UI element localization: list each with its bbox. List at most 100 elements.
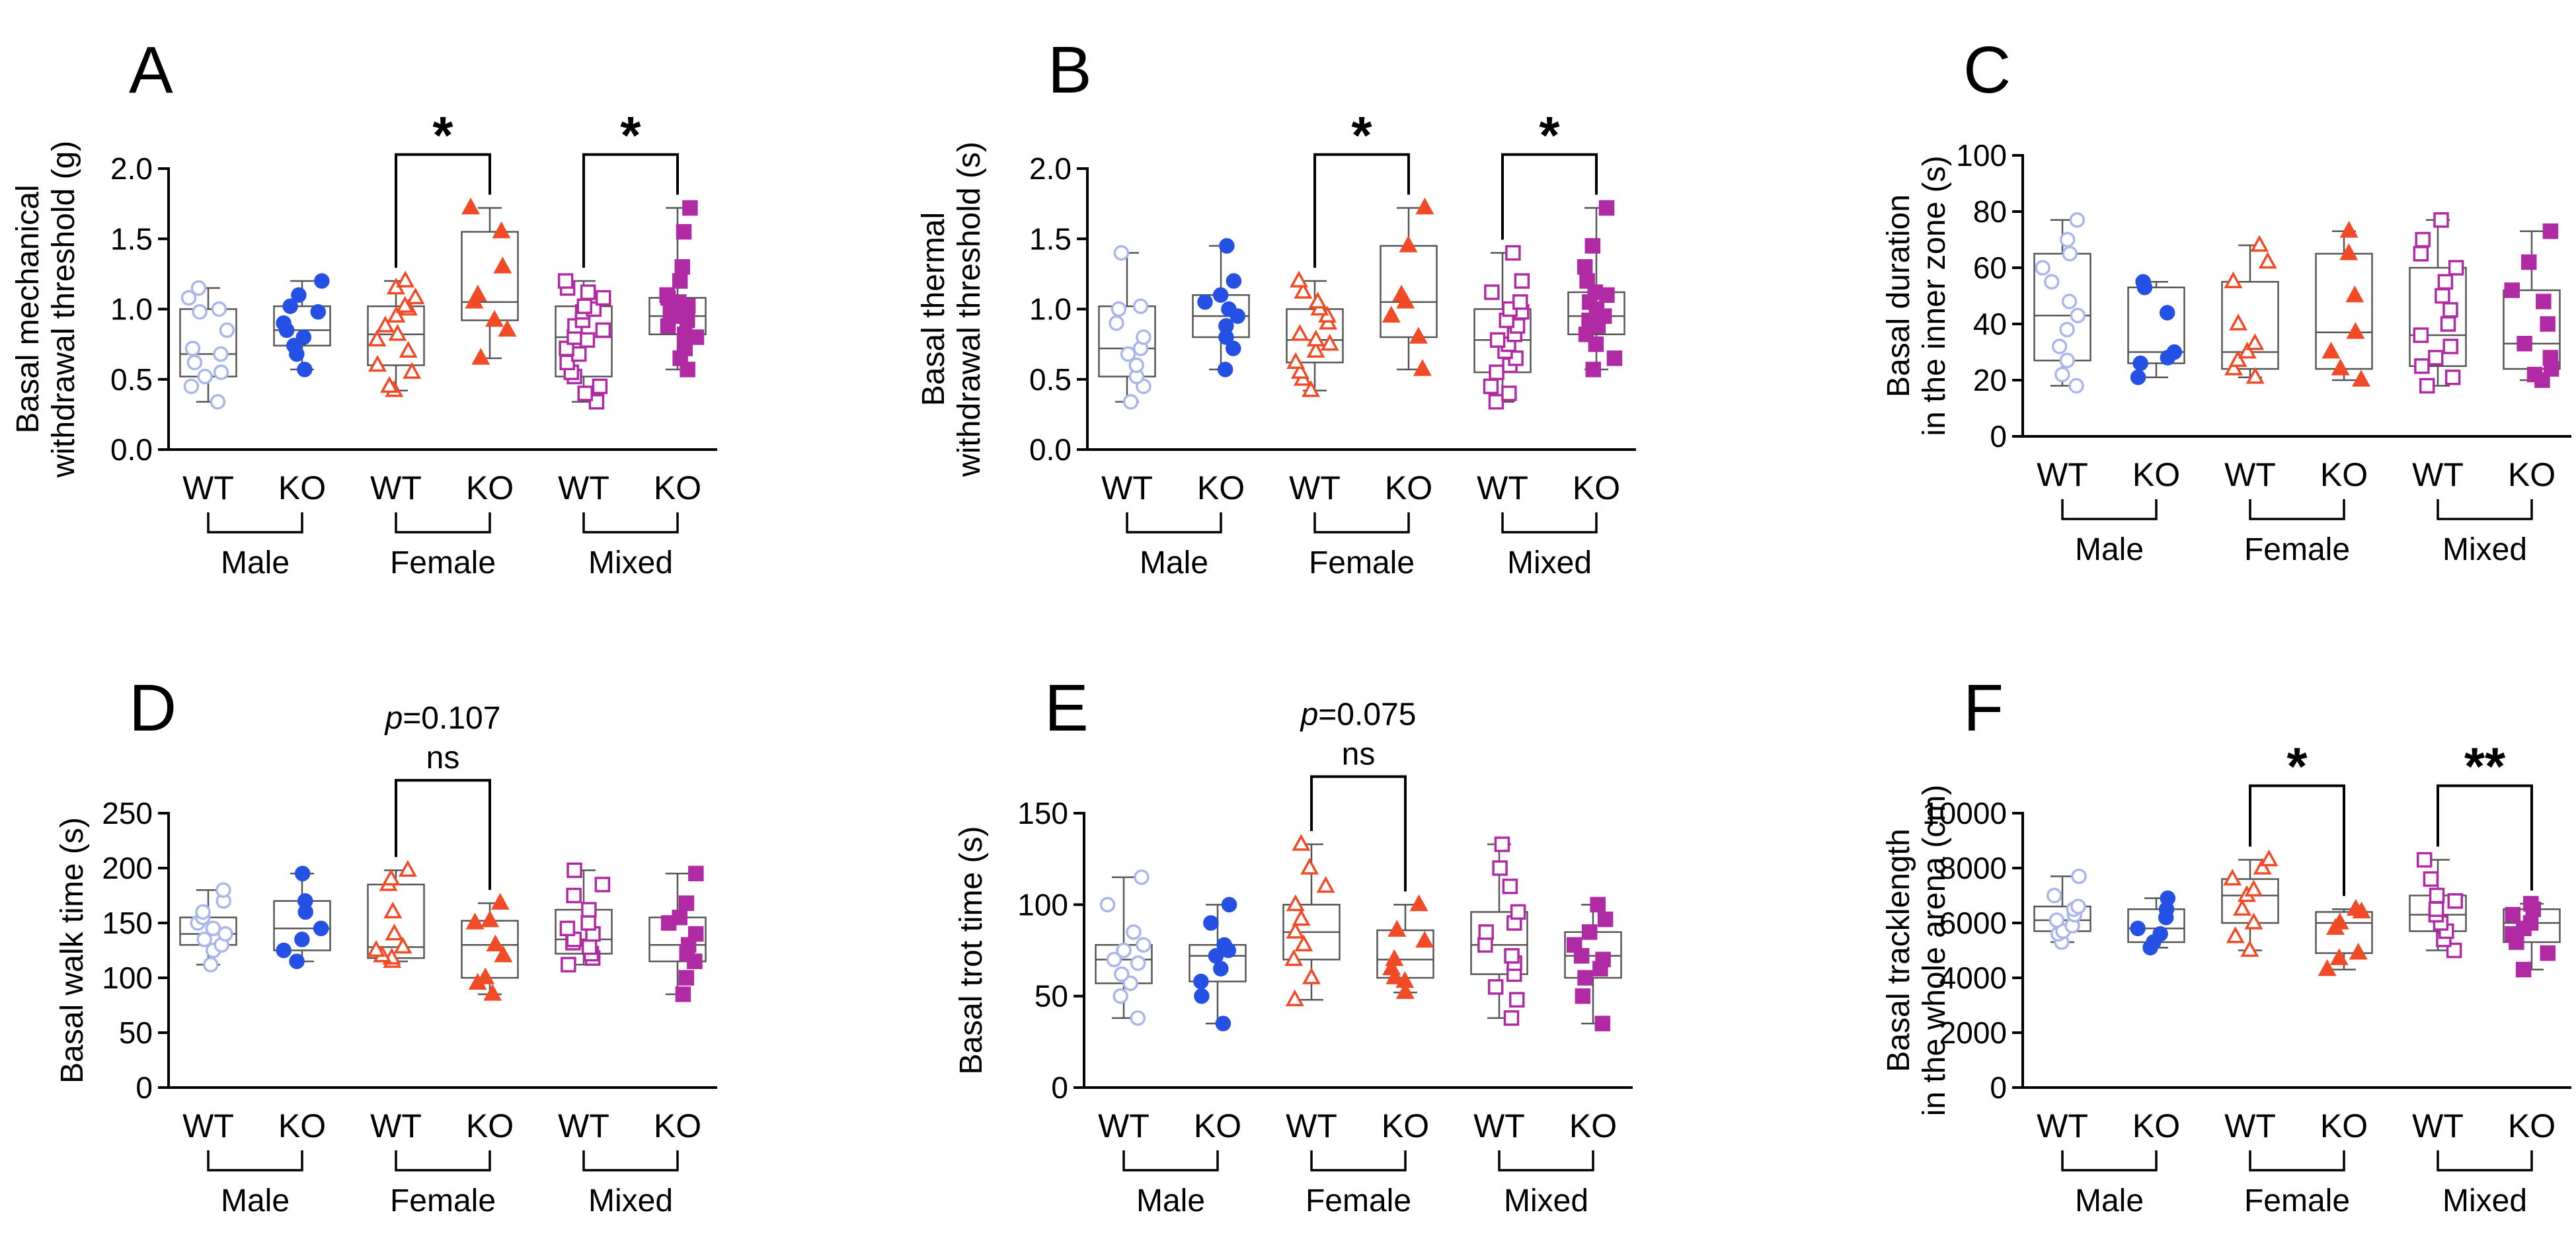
- box-ko-3: [2315, 898, 2373, 976]
- box-wt-0: [2033, 212, 2091, 394]
- y-axis-label: in the inner zone (s): [1917, 155, 1952, 436]
- box-ko-1: [2127, 274, 2185, 385]
- data-point: [395, 296, 414, 313]
- data-point: [2152, 926, 2168, 942]
- data-point: [676, 223, 692, 240]
- data-point: [2259, 849, 2279, 867]
- y-tick-label: 100: [1956, 138, 2007, 173]
- y-axis-label: withdrawal threshold (g): [46, 141, 81, 479]
- data-point: [1294, 934, 1313, 951]
- x-tick-label: KO: [2508, 456, 2556, 493]
- x-tick-label: WT: [2224, 456, 2276, 493]
- data-point: [213, 364, 229, 380]
- data-point: [1487, 979, 1504, 995]
- significance-stars: *: [432, 106, 453, 165]
- y-tick-label: 0.0: [1029, 432, 1072, 467]
- data-point: [687, 926, 704, 942]
- data-point: [557, 273, 574, 289]
- box-wt-4: [2409, 212, 2467, 394]
- x-tick-label: WT: [1098, 1107, 1150, 1144]
- data-point: [1502, 878, 1518, 895]
- data-point: [367, 939, 385, 957]
- box-wt-2: [2221, 235, 2279, 384]
- x-tick-label: KO: [278, 469, 326, 506]
- data-point: [1387, 920, 1407, 937]
- box-ko-1: [1189, 896, 1247, 1031]
- group-bracket: [207, 1150, 303, 1172]
- y-tick-label: 150: [1017, 796, 1068, 830]
- data-point: [2346, 322, 2365, 339]
- data-point: [2224, 358, 2244, 376]
- data-point: [1290, 270, 1308, 288]
- group-bracket: [2061, 499, 2158, 520]
- box-ko-1: [273, 865, 331, 969]
- data-point: [190, 280, 207, 296]
- significance-stars: *: [620, 106, 641, 165]
- data-point: [2330, 912, 2349, 930]
- significance-stars: **: [2464, 737, 2506, 796]
- y-tick-label: 2.0: [110, 151, 153, 186]
- data-point: [1392, 284, 1411, 301]
- data-point: [2071, 868, 2087, 885]
- data-point: [2329, 948, 2349, 965]
- data-point: [1208, 948, 1224, 964]
- data-point: [2442, 339, 2458, 354]
- data-point: [2447, 893, 2463, 909]
- group-label: Mixed: [2442, 1183, 2527, 1218]
- data-point: [2130, 370, 2146, 385]
- data-point: [213, 346, 229, 362]
- data-point: [1215, 1016, 1231, 1031]
- x-tick-label: KO: [1385, 469, 1432, 506]
- data-point: [196, 932, 212, 947]
- y-tick-label: 150: [102, 906, 153, 940]
- data-point: [1300, 857, 1319, 875]
- data-point: [2059, 231, 2076, 248]
- group-bracket: [1126, 512, 1222, 534]
- data-point: [1136, 329, 1151, 345]
- group-label: Mixed: [588, 545, 673, 580]
- box-wt-4: [2409, 852, 2467, 959]
- significance-stars: *: [1539, 106, 1560, 165]
- data-point: [492, 221, 511, 239]
- panel-letter: D: [129, 671, 176, 745]
- data-point: [2440, 316, 2456, 332]
- data-point: [1120, 346, 1136, 362]
- data-point: [2226, 926, 2245, 943]
- data-point: [688, 865, 704, 882]
- x-tick-label: KO: [466, 1107, 514, 1144]
- box-wt-2: [1282, 834, 1341, 1006]
- y-axis-label: Basal walk time (s): [55, 817, 90, 1084]
- group-label: Male: [221, 545, 290, 580]
- data-point: [1579, 273, 1595, 289]
- data-point: [577, 385, 594, 401]
- x-tick-label: KO: [1569, 1107, 1617, 1144]
- data-point: [1386, 967, 1405, 984]
- data-point: [197, 368, 213, 385]
- group-label: Male: [221, 1183, 290, 1218]
- data-point: [1582, 924, 1598, 940]
- x-tick-label: KO: [466, 469, 514, 506]
- data-point: [659, 287, 675, 303]
- data-point: [2515, 961, 2532, 978]
- data-point: [481, 910, 500, 928]
- group-bracket: [2249, 499, 2345, 520]
- panel-b: B Basal thermal withdrawal threshold (s) 0.…: [916, 33, 1636, 580]
- y-axis-label: Basal thermal: [916, 212, 951, 406]
- data-point: [1489, 332, 1506, 348]
- data-point: [1501, 385, 1517, 401]
- data-point: [2159, 305, 2175, 321]
- box-ko-1: [2127, 890, 2185, 956]
- x-tick-label: WT: [370, 469, 422, 506]
- group-bracket: [2249, 1150, 2345, 1172]
- data-point: [2062, 246, 2078, 262]
- data-point: [1590, 896, 1606, 913]
- x-tick-label: KO: [2320, 1107, 2368, 1144]
- data-point: [291, 287, 307, 303]
- y-tick-label: 250: [102, 796, 153, 830]
- box-wt-2: [367, 859, 425, 968]
- y-tick-label: 1.5: [110, 221, 153, 256]
- data-point: [2069, 212, 2086, 228]
- data-point: [2245, 367, 2265, 384]
- data-point: [1218, 318, 1234, 334]
- x-tick-label: WT: [1477, 469, 1528, 506]
